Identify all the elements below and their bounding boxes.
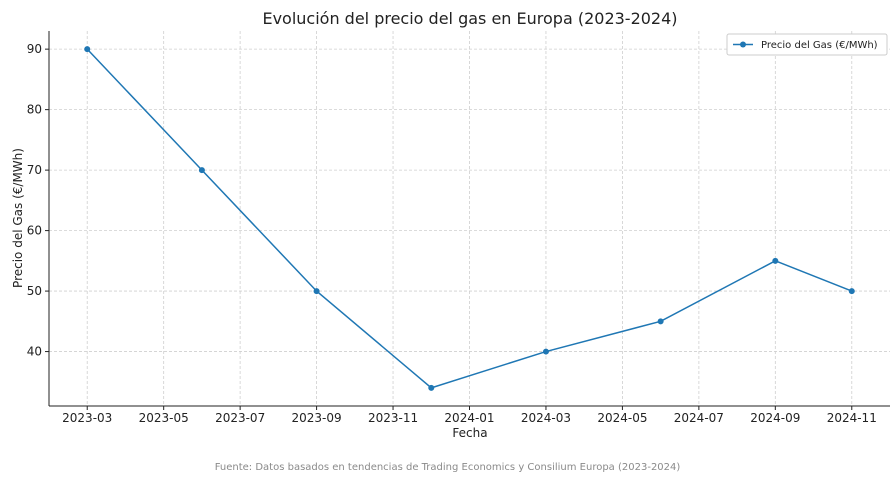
y-axis-label: Precio del Gas (€/MWh) [11,148,25,288]
x-tick-label: 2024-01 [444,411,494,425]
data-point [772,257,779,264]
legend-box [726,33,888,56]
chart-title: Evolución del precio del gas en Europa (… [262,9,677,28]
data-point [848,288,855,295]
x-tick-label: 2023-03 [62,411,112,425]
legend-marker [740,41,746,48]
data-point [542,348,549,355]
data-point [657,318,664,325]
y-tick-label: 50 [27,284,42,298]
legend-label: Precio del Gas (€/MWh) [761,40,878,51]
x-axis-ticks: 2023-03 2023-05 2023-07 2023-09 2023-11 2024-… [62,406,877,425]
x-tick-label: 2023-09 [292,411,342,425]
series-line [86,48,853,389]
legend: Precio del Gas (€/MWh) [726,33,888,56]
grid [49,31,890,406]
x-axis-label: Fecha [452,426,487,440]
data-point [313,288,320,295]
x-tick-label: 2023-11 [368,411,418,425]
y-tick-label: 40 [27,345,42,359]
y-tick-label: 70 [27,163,42,177]
data-point [84,46,91,53]
x-tick-label: 2024-05 [597,411,647,425]
x-tick-label: 2023-07 [215,411,265,425]
data-point [198,167,205,174]
data-point [428,384,435,391]
y-tick-label: 90 [27,42,42,56]
y-tick-label: 80 [27,103,42,117]
series-layer [84,46,855,391]
source-note: Fuente: Datos basados en tendencias de T… [214,462,681,473]
x-tick-label: 2024-07 [674,411,724,425]
x-tick-label: 2024-09 [750,411,800,425]
x-tick-label: 2024-11 [827,411,877,425]
x-tick-label: 2024-03 [521,411,571,425]
x-tick-label: 2023-05 [139,411,189,425]
y-axis-ticks: 40 50 60 70 80 90 [27,42,49,359]
y-tick-label: 60 [27,224,42,238]
